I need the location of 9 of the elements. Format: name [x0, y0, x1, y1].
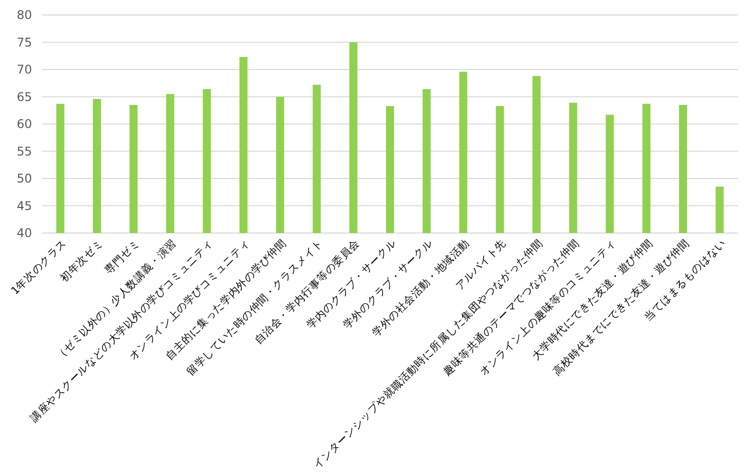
y-tick-label: 55 — [16, 144, 32, 158]
y-tick-label: 40 — [16, 226, 32, 240]
y-tick-label: 60 — [16, 117, 32, 132]
y-tick-label: 65 — [16, 90, 32, 104]
y-tick-label: 45 — [16, 198, 32, 213]
y-tick-label: 75 — [16, 35, 32, 50]
y-tick-label: 80 — [16, 8, 32, 22]
y-tick-label: 70 — [16, 62, 32, 77]
y-tick-label: 50 — [16, 172, 32, 186]
